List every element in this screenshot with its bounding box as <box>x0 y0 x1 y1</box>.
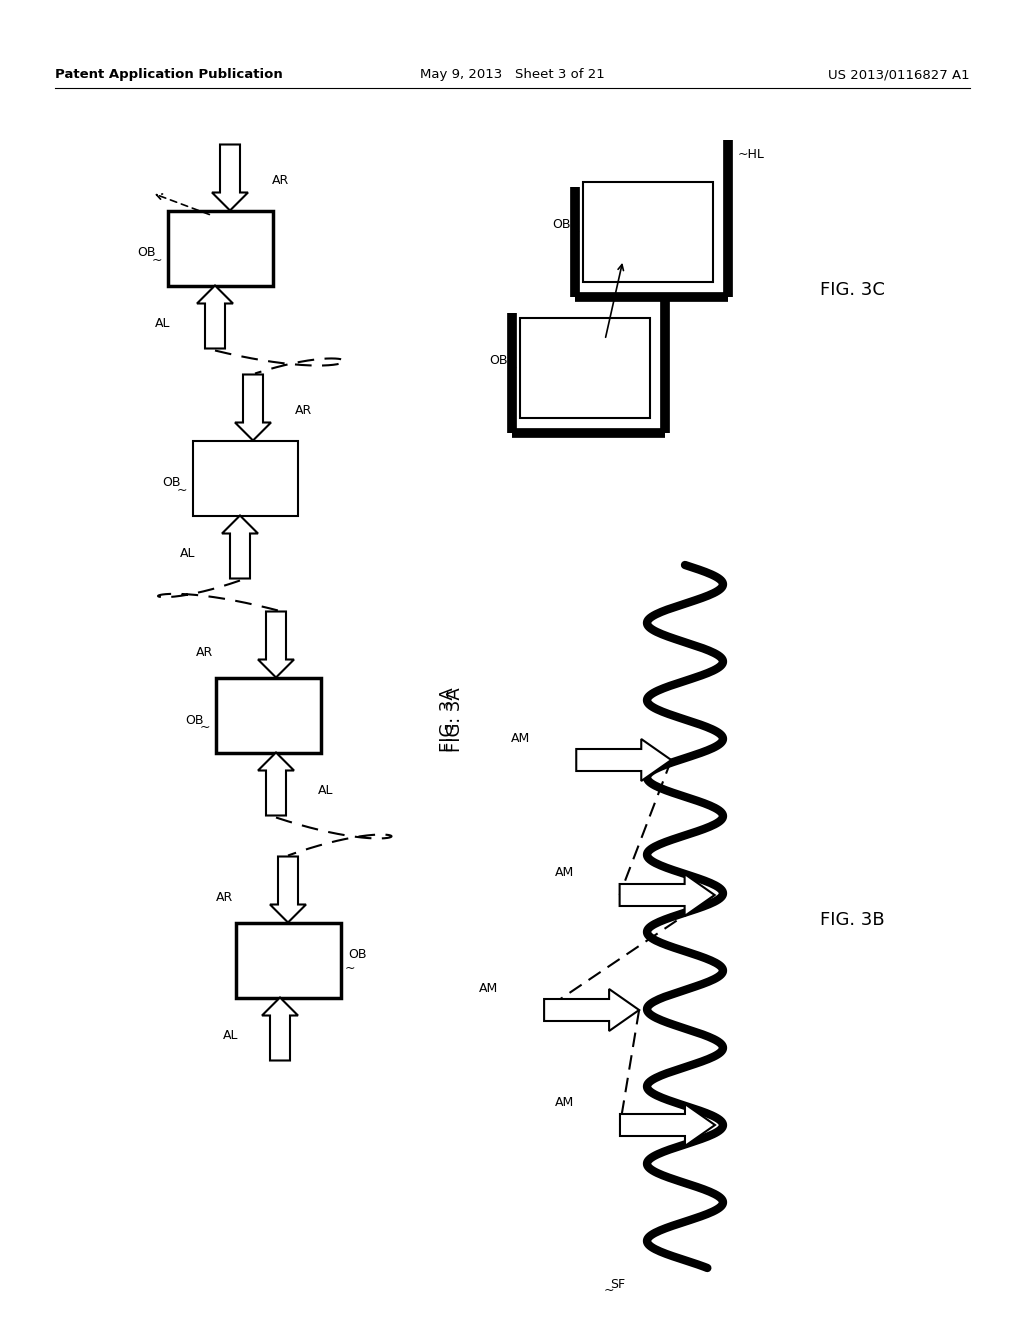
Text: ~HL: ~HL <box>738 149 765 161</box>
Polygon shape <box>222 516 258 578</box>
Bar <box>520 318 650 418</box>
Polygon shape <box>262 998 298 1060</box>
Polygon shape <box>197 285 233 348</box>
Polygon shape <box>544 989 639 1031</box>
Text: OB: OB <box>137 247 156 260</box>
Text: AM: AM <box>555 866 573 879</box>
Text: ~: ~ <box>344 961 355 974</box>
Text: FIG. 3C: FIG. 3C <box>820 281 885 300</box>
Text: AR: AR <box>295 404 312 417</box>
Text: OB: OB <box>553 218 571 231</box>
Polygon shape <box>234 375 271 441</box>
Text: FIG. 3B: FIG. 3B <box>820 911 885 929</box>
Polygon shape <box>577 739 672 781</box>
Text: AM: AM <box>511 731 530 744</box>
Text: AM: AM <box>479 982 499 994</box>
Text: US 2013/0116827 A1: US 2013/0116827 A1 <box>828 69 970 81</box>
Text: May 9, 2013   Sheet 3 of 21: May 9, 2013 Sheet 3 of 21 <box>420 69 604 81</box>
Bar <box>168 210 272 285</box>
Polygon shape <box>258 752 294 816</box>
Polygon shape <box>620 1104 715 1146</box>
Text: Patent Application Publication: Patent Application Publication <box>55 69 283 81</box>
Text: ~: ~ <box>177 483 187 496</box>
Polygon shape <box>212 144 248 210</box>
Text: AR: AR <box>196 645 213 659</box>
Text: ~: ~ <box>507 362 517 375</box>
Text: AR: AR <box>216 891 233 904</box>
Text: AL: AL <box>155 317 170 330</box>
Text: AL: AL <box>179 546 195 560</box>
Text: OB: OB <box>185 714 204 726</box>
Bar <box>193 441 298 516</box>
Polygon shape <box>258 611 294 677</box>
Text: ~: ~ <box>200 721 211 734</box>
Bar <box>236 923 341 998</box>
Bar <box>215 677 321 752</box>
Bar <box>583 182 713 282</box>
Polygon shape <box>620 874 715 916</box>
Text: FIG. 3A: FIG. 3A <box>446 688 464 752</box>
Text: OB: OB <box>489 354 508 367</box>
Text: OB: OB <box>162 477 180 490</box>
Polygon shape <box>270 857 306 923</box>
Text: AR: AR <box>272 174 289 187</box>
Text: ~: ~ <box>152 253 163 267</box>
Text: ~: ~ <box>569 226 580 239</box>
Text: OB: OB <box>348 949 367 961</box>
Text: SF: SF <box>610 1279 625 1291</box>
Text: FIG. 3A: FIG. 3A <box>439 688 457 752</box>
Text: AL: AL <box>318 784 334 797</box>
Text: ~: ~ <box>604 1283 614 1296</box>
Text: AM: AM <box>555 1097 574 1110</box>
Text: AL: AL <box>222 1030 238 1041</box>
